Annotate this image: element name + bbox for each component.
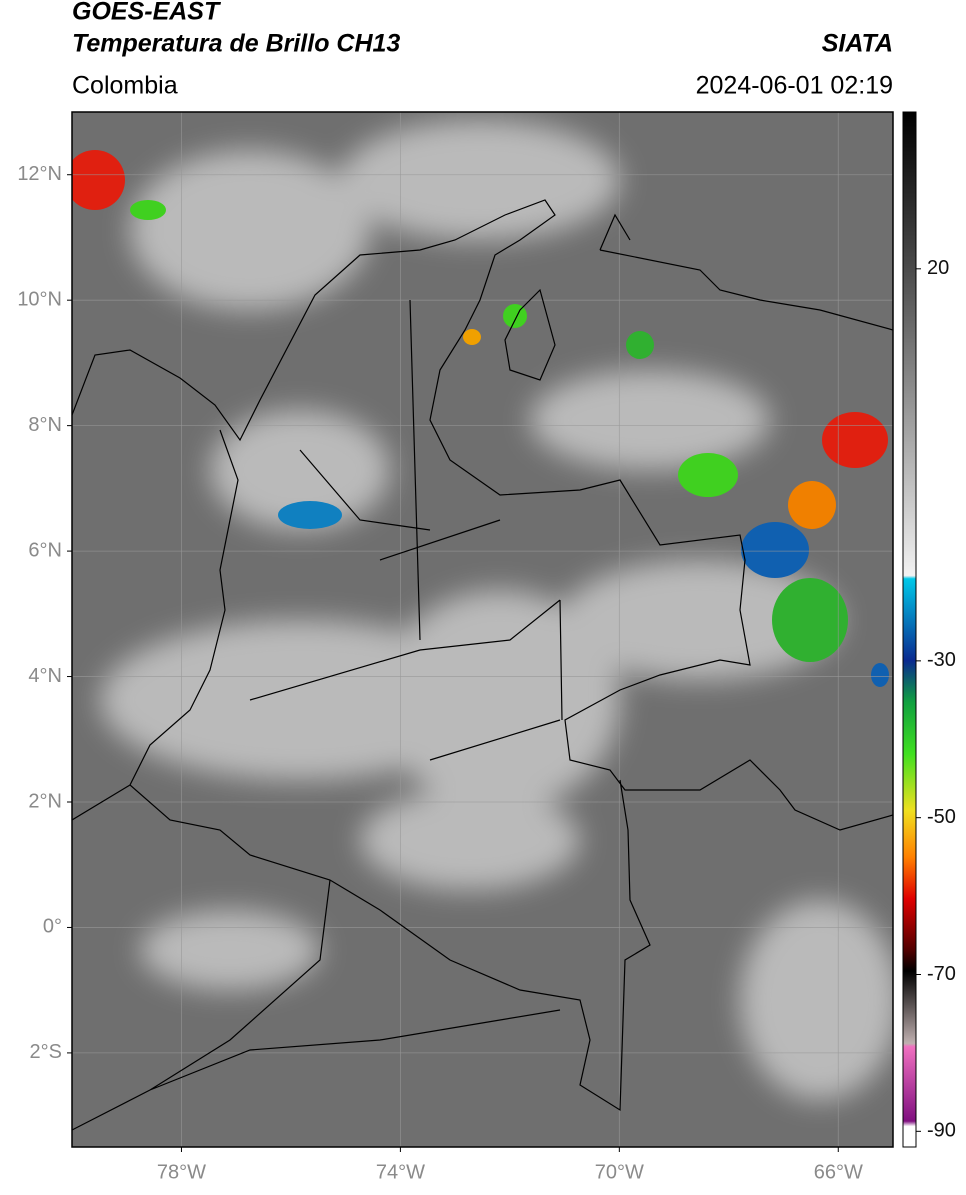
region: Colombia bbox=[72, 72, 178, 100]
y-tick-label: 2°S bbox=[30, 1041, 62, 1063]
x-tick-label: 74°W bbox=[376, 1161, 425, 1183]
y-tick-label: 2°N bbox=[28, 790, 62, 812]
y-tick-label: 6°N bbox=[28, 539, 62, 561]
y-tick-label: 10°N bbox=[17, 288, 62, 310]
y-tick-label: 0° bbox=[43, 916, 62, 938]
colorbar-tick-label: -50 bbox=[927, 806, 956, 828]
map-image bbox=[72, 112, 893, 1147]
subtitle: Temperatura de Brillo CH13 bbox=[72, 30, 400, 58]
datetime: 2024-06-01 02:19 bbox=[696, 72, 893, 100]
y-tick-label: 8°N bbox=[28, 414, 62, 436]
x-tick-label: 66°W bbox=[814, 1161, 863, 1183]
coastline bbox=[504, 213, 631, 381]
country-borders bbox=[72, 199, 893, 1131]
x-tick-label: 78°W bbox=[157, 1161, 206, 1183]
x-tick-label: 70°W bbox=[595, 1161, 644, 1183]
colorbar-tick-label: -30 bbox=[927, 649, 956, 671]
colorbar-tick-label: -90 bbox=[927, 1120, 956, 1142]
colorbar-tick-label: 20 bbox=[927, 257, 949, 279]
colorbar bbox=[902, 111, 917, 1148]
colorbar-tick-label: -70 bbox=[927, 963, 956, 985]
y-tick-label: 4°N bbox=[28, 665, 62, 687]
y-tick-label: 12°N bbox=[17, 163, 62, 185]
map-frame bbox=[71, 111, 894, 1148]
title: GOES-EAST bbox=[72, 0, 222, 26]
source: SIATA bbox=[822, 30, 893, 58]
